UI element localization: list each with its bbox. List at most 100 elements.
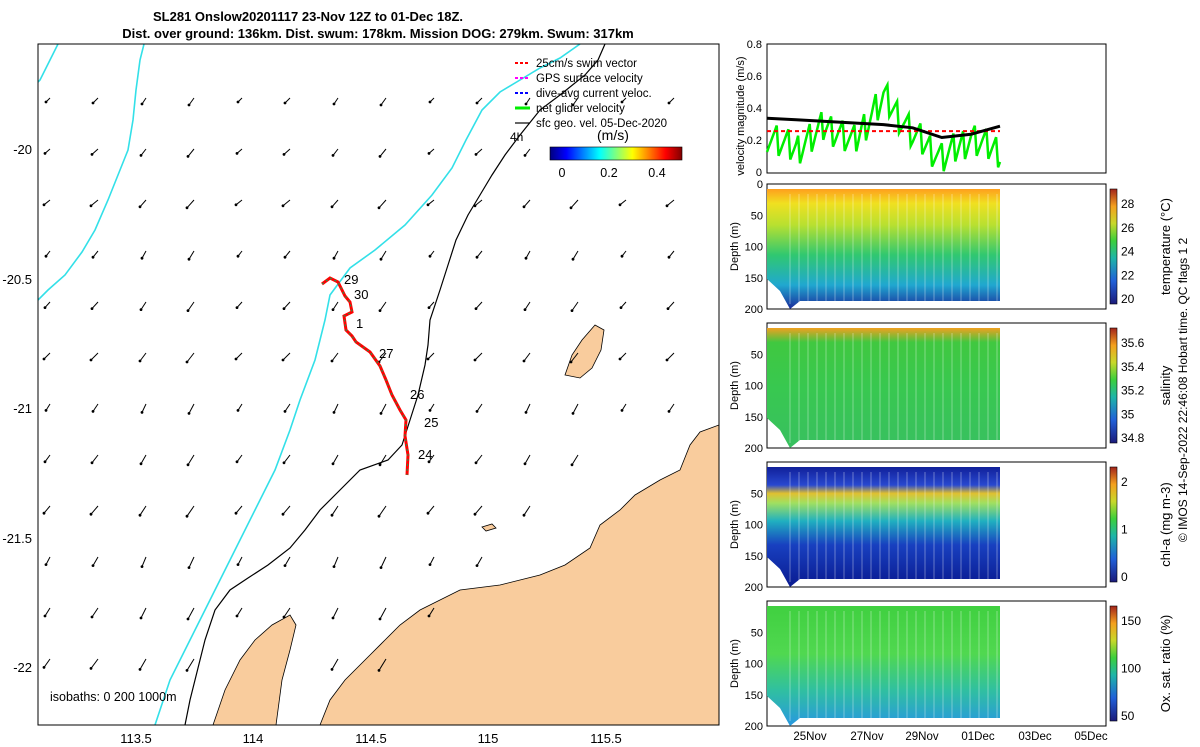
geo-velocity-arrowhead: [235, 460, 239, 464]
geo-velocity-arrowhead: [42, 666, 46, 669]
glider-track-inner: [321, 277, 409, 476]
geo-velocity-arrowhead: [427, 306, 431, 309]
geo-velocity-arrow: [379, 301, 387, 311]
geo-velocity-arrowhead: [185, 514, 189, 518]
geo-velocity-arrow: [188, 97, 195, 106]
geo-velocity-arrowhead: [330, 668, 334, 671]
geo-velocity-arrow: [90, 199, 99, 207]
geo-velocity-arrow: [282, 199, 291, 207]
geo-velocity-arrowhead: [42, 357, 46, 361]
geo-velocity-arrow: [475, 454, 483, 464]
geo-velocity-arrowhead: [571, 412, 575, 415]
date-05dec: 05Dec: [1074, 731, 1107, 743]
geo-velocity-arrowhead: [330, 513, 334, 517]
vel-ytick-04: 0.4: [747, 103, 762, 115]
geo-velocity-arrow: [523, 352, 531, 362]
geo-velocity-arrowhead: [234, 203, 238, 207]
geo-velocity-arrow: [380, 403, 387, 414]
geo-velocity-arrowhead: [138, 205, 142, 209]
geo-velocity-arrowhead: [91, 564, 95, 567]
geo-velocity-arrow: [428, 454, 435, 463]
map-xtick-115: 115: [478, 731, 499, 746]
geo-velocity-arrowhead: [428, 563, 432, 566]
geo-velocity-arrowhead: [475, 410, 479, 413]
geo-velocity-arrowhead: [140, 102, 144, 106]
geo-velocity-arrowhead: [90, 615, 94, 619]
temperature-colorbar-label: temperature (°C): [1158, 198, 1173, 295]
geo-velocity-arrow: [332, 301, 339, 310]
geo-velocity-arrow: [476, 403, 483, 412]
geo-velocity-arrow: [187, 301, 195, 311]
date-axis: 25Nov 27Nov 29Nov 01Dec 03Dec 05Dec: [793, 731, 1107, 743]
geo-velocity-arrowhead: [428, 100, 432, 104]
geo-velocity-arrowhead: [139, 308, 143, 311]
speed-magnitude-line: [766, 116, 1001, 140]
legend-geo-velocity: sfc geo. vel. 05-Dec-2020: [536, 118, 667, 130]
geo-velocity-arrowhead: [89, 358, 93, 362]
geo-velocity-arrowhead: [377, 514, 381, 518]
geo-velocity-arrowhead: [618, 203, 622, 207]
geo-velocity-arrowhead: [331, 154, 335, 157]
geo-velocity-arrowhead: [428, 409, 432, 412]
geo-velocity-arrowhead: [186, 309, 190, 312]
isobaths-label: isobaths: 0 200 1000m: [50, 690, 176, 704]
geo-velocity-arrowhead: [44, 563, 48, 566]
chla-cbar-tick: 0: [1121, 570, 1128, 584]
geo-velocity-arrowhead: [379, 257, 383, 261]
temperature-depth-label: Depth (m): [729, 222, 741, 271]
geo-velocity-arrow: [235, 505, 243, 514]
geo-velocity-arrowhead: [89, 512, 93, 516]
legend-swim-vector: 25cm/s swim vector: [536, 58, 637, 70]
geo-velocity-arrow: [380, 97, 387, 106]
geo-velocity-arrowhead: [140, 256, 144, 260]
geo-velocity-arrow: [90, 505, 99, 515]
geo-velocity-arrowhead: [91, 101, 95, 105]
vel-ytick-02: 0.2: [747, 135, 762, 147]
velocity-series: [765, 80, 1002, 172]
geo-velocity-arrowhead: [474, 307, 478, 310]
geo-velocity-arrowhead: [426, 203, 430, 207]
geo-velocity-arrowhead: [570, 463, 574, 467]
salinity-depth-tick: 50: [751, 349, 763, 361]
geo-velocity-arrow: [140, 607, 147, 619]
geo-velocity-arrow: [44, 607, 51, 617]
geo-velocity-arrow: [429, 556, 435, 565]
geo-velocity-arrowhead: [186, 617, 190, 621]
geo-velocity-arrow: [91, 454, 99, 464]
geo-velocity-arrowhead: [187, 103, 191, 107]
chla-section-field: [767, 467, 1000, 587]
geo-velocity-arrow: [236, 607, 243, 617]
geo-velocity-arrow: [139, 352, 147, 362]
date-27nov: 27Nov: [850, 731, 883, 743]
geo-velocity-arrow: [236, 454, 243, 463]
isobath-200: [184, 44, 606, 725]
geo-velocity-arrowhead: [523, 308, 527, 311]
geo-velocity-arrowhead: [89, 204, 93, 208]
geo-velocity-arrowhead: [43, 152, 47, 155]
geo-velocity-arrow: [139, 199, 147, 208]
map-ytick-20: -20: [13, 142, 32, 157]
salinity-colorbar-label: salinity: [1158, 365, 1173, 405]
geo-velocity-arrow: [474, 505, 483, 515]
geo-velocity-arrowhead: [187, 412, 191, 415]
temperature-cbar-tick: 24: [1121, 245, 1135, 259]
geo-velocity-arrowhead: [332, 256, 336, 260]
geo-velocity-arrowhead: [283, 255, 287, 259]
geo-velocity-arrowhead: [138, 513, 142, 517]
geo-velocity-arrowhead: [523, 462, 527, 466]
geo-velocity-arrow: [331, 199, 339, 208]
salinity-section-panel: 35.6 35.4 35.2 35 34.8 salinity 50 100 150 200 Dep…: [729, 322, 1173, 455]
day-label-29: 29: [344, 272, 358, 287]
geo-velocity-arrow: [44, 454, 51, 463]
chla-cbar-tick: 1: [1121, 523, 1128, 537]
geo-velocity-arrow: [188, 556, 195, 568]
oxygen-cbar-tick: 150: [1121, 614, 1141, 628]
geo-velocity-arrowhead: [427, 460, 431, 464]
geo-velocity-arrowhead: [569, 360, 573, 364]
geo-velocity-arrow: [379, 148, 387, 157]
geo-velocity-arrowhead: [43, 614, 47, 618]
salinity-section-field: [767, 328, 1000, 448]
vel-ytick-0: 0: [756, 167, 762, 179]
map-y-axis: -20 -20.5 -21 -21.5 -22: [2, 142, 32, 675]
